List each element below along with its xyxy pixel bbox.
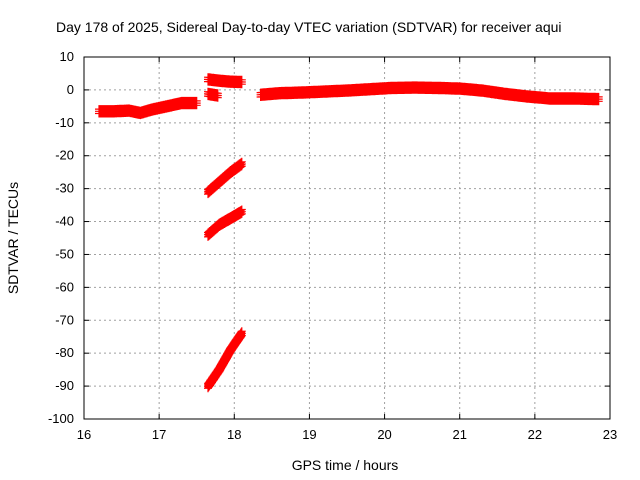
y-axis-label: SDTVAR / TECUs: [5, 182, 21, 294]
data-point-markers: [204, 327, 246, 393]
data-point-markers: [204, 73, 246, 89]
data-point-markers: [204, 205, 246, 241]
y-tick-label: -30: [55, 181, 74, 196]
grid-lines: [84, 57, 610, 419]
y-tick-label: 0: [67, 82, 74, 97]
y-tick-label: -100: [48, 411, 74, 426]
y-tick-label: -20: [55, 148, 74, 163]
y-tick-label: -70: [55, 312, 74, 327]
data-point-markers: [256, 81, 603, 106]
y-tick-label: -40: [55, 214, 74, 229]
data-points: [95, 73, 603, 393]
series-track-steep-80: [204, 327, 246, 393]
axis-ticks: 16 17 18 19 20 21 22 23 10 0 -10 -20 -30 -40 -50 -60 -70…: [48, 49, 617, 442]
x-tick-label: 21: [452, 427, 466, 442]
x-tick-label: 20: [377, 427, 391, 442]
x-tick-label: 16: [77, 427, 91, 442]
data-point-markers: [204, 87, 222, 102]
y-tick-label: -90: [55, 378, 74, 393]
y-tick-label: -80: [55, 345, 74, 360]
y-tick-label: -60: [55, 279, 74, 294]
x-tick-label: 22: [528, 427, 542, 442]
x-tick-label: 23: [603, 427, 617, 442]
x-tick-label: 17: [152, 427, 166, 442]
series-track-steep-30: [204, 157, 246, 199]
x-tick-label: 18: [227, 427, 241, 442]
series-track-small: [204, 87, 222, 102]
chart-title: Day 178 of 2025, Sidereal Day-to-day VTE…: [56, 19, 562, 35]
data-point-markers: [95, 96, 201, 120]
y-tick-label: -10: [55, 115, 74, 130]
series-track-early: [95, 96, 201, 120]
plot-frame: [83, 56, 611, 420]
x-axis-label: GPS time / hours: [292, 457, 399, 473]
series-track-steep-40: [204, 205, 246, 241]
series-track-main: [256, 81, 603, 106]
y-tick-label: -50: [55, 246, 74, 261]
x-tick-label: 19: [302, 427, 316, 442]
y-tick-label: 10: [60, 49, 74, 64]
data-point-markers: [204, 157, 246, 199]
series-track-upper-short: [204, 73, 246, 89]
